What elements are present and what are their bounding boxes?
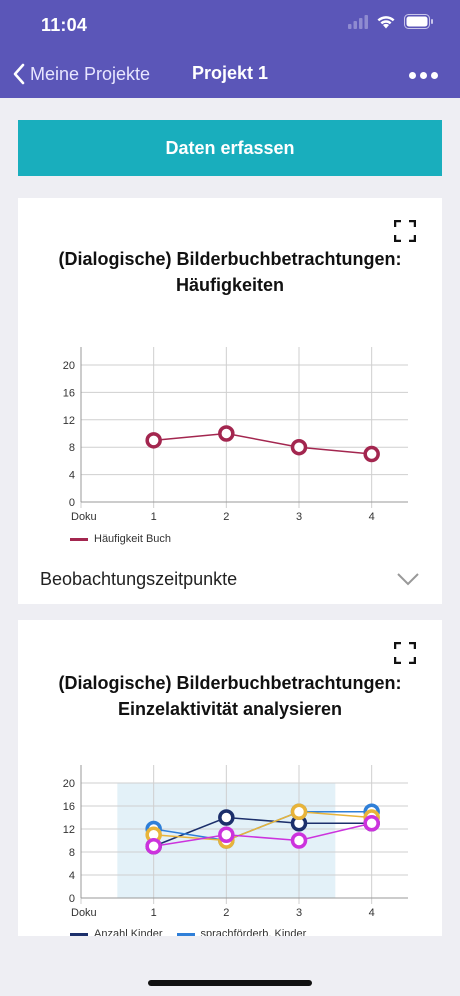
wifi-icon [377, 16, 395, 29]
data-point [218, 809, 235, 826]
x-tick-label: 4 [369, 907, 375, 919]
y-tick-label: 4 [69, 470, 75, 482]
data-point [290, 438, 308, 456]
dropdown-label: Beobachtungszeitpunkte [40, 569, 238, 589]
y-tick-label: 8 [69, 847, 75, 859]
chart-title-line1: (Dialogische) Bilderbuchbetrachtungen: [58, 249, 402, 269]
chart-title-line2: Einzelaktivität analysieren [117, 699, 343, 719]
x-tick-label: Doku [71, 511, 97, 523]
legend-swatch [70, 932, 88, 936]
chart-title-line1: (Dialogische) Bilderbuchbetrachtungen: [58, 673, 402, 693]
chart-title: (Dialogische) Bilderbuchbetrachtungen: E… [18, 670, 442, 722]
y-tick-label: 0 [69, 497, 75, 509]
fullscreen-icon[interactable] [394, 220, 416, 242]
x-tick-label: Doku [71, 907, 97, 919]
status-time: 11:04 [41, 15, 88, 35]
navigation-bar: Meine Projekte Projekt 1 [0, 52, 460, 98]
chevron-down-icon [397, 573, 419, 586]
legend-swatch [70, 537, 88, 541]
legend-label: Häufigkeit Buch [94, 533, 172, 545]
status-bar: 11:04 [0, 0, 460, 52]
y-tick-label: 4 [69, 870, 75, 882]
series-line [153, 810, 372, 842]
x-tick-label: 4 [369, 511, 375, 523]
legend-label: sprachförderb. Kinder [200, 928, 307, 936]
home-indicator [148, 980, 312, 986]
y-tick-label: 16 [63, 801, 75, 813]
data-point [145, 838, 162, 855]
legend-swatch [176, 932, 195, 936]
y-tick-label: 12 [63, 415, 75, 427]
chart-legend: Anzahl Kinder sprachförderb. Kinder [70, 928, 306, 936]
more-options-button[interactable] [409, 64, 438, 79]
battery-icon [404, 14, 433, 29]
more-dot-icon [420, 72, 427, 79]
capture-data-button[interactable]: Daten erfassen [18, 120, 442, 176]
chart-title-line2: Häufigkeiten [175, 275, 285, 295]
x-tick-label: 2 [223, 511, 229, 523]
x-tick-label: 3 [296, 511, 302, 523]
y-tick-label: 12 [63, 824, 75, 836]
legend-label: Anzahl Kinder [94, 928, 163, 936]
y-tick-label: 20 [63, 778, 75, 790]
series-line [153, 432, 372, 455]
chart-card-frequency: (Dialogische) Bilderbuchbetrachtungen: H… [18, 198, 442, 604]
data-point [218, 826, 235, 843]
y-tick-label: 8 [69, 442, 75, 454]
data-point [290, 803, 308, 820]
series-line [153, 822, 372, 847]
data-point [363, 815, 380, 832]
more-dot-icon [431, 72, 438, 79]
data-point [145, 432, 162, 449]
chart-card-individual-activity: (Dialogische) Bilderbuchbetrachtungen: E… [18, 620, 442, 936]
signal-icon [348, 14, 368, 29]
y-tick-label: 20 [63, 360, 75, 372]
data-point [290, 832, 308, 849]
back-button[interactable]: Meine Projekte [12, 62, 150, 86]
y-tick-label: 0 [69, 893, 75, 905]
chart-legend: Häufigkeit Buch [70, 533, 171, 545]
more-dot-icon [409, 72, 416, 79]
fullscreen-icon[interactable] [394, 642, 416, 664]
page-title: Projekt 1 [192, 63, 269, 83]
data-point [363, 445, 380, 463]
series-line [153, 816, 372, 847]
x-tick-label: 1 [151, 511, 157, 523]
x-tick-label: 2 [223, 907, 229, 919]
status-icons [348, 14, 434, 29]
data-point [218, 425, 235, 442]
back-button-label: Meine Projekte [30, 63, 151, 84]
observation-times-dropdown[interactable]: Beobachtungszeitpunkte [18, 560, 442, 600]
x-tick-label: 3 [296, 907, 302, 919]
x-tick-label: 1 [151, 907, 157, 919]
chart-title: (Dialogische) Bilderbuchbetrachtungen: H… [18, 246, 442, 298]
chevron-left-icon [13, 63, 25, 85]
y-tick-label: 16 [63, 387, 75, 399]
